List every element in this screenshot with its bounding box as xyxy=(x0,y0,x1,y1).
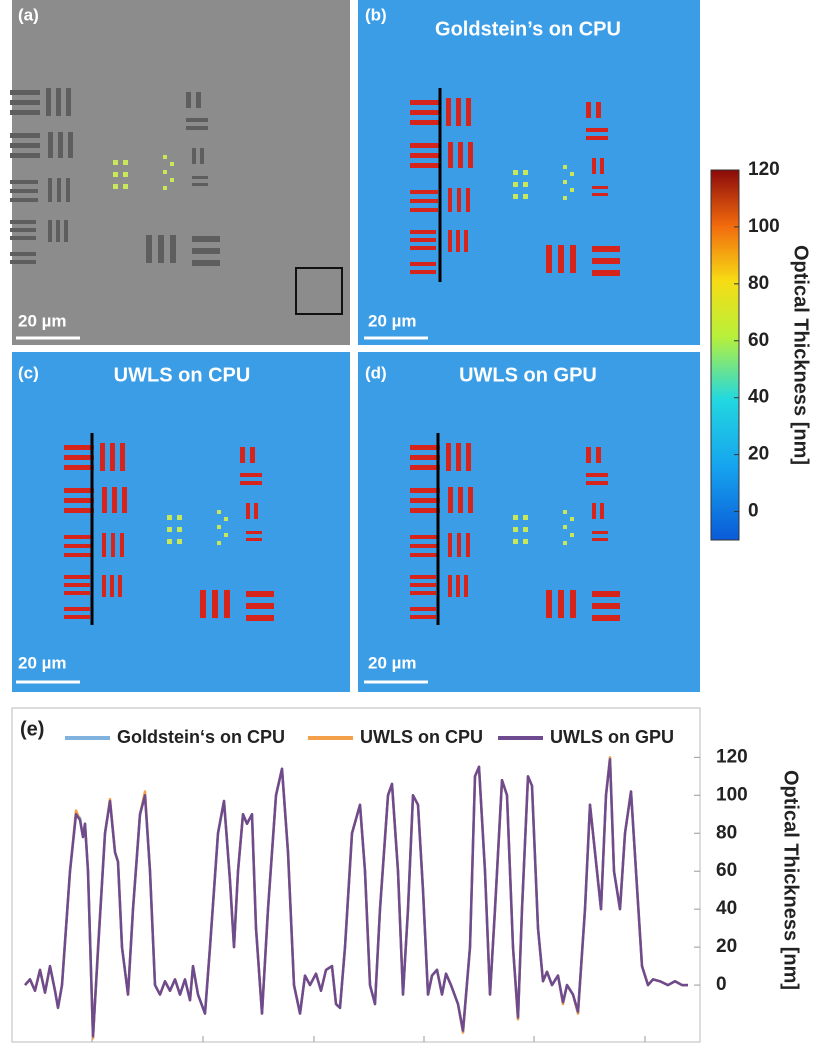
y-tick-label: 40 xyxy=(716,898,737,919)
plot-frame xyxy=(11,707,701,1043)
panel-label: (b) xyxy=(365,5,387,24)
panel-title: Goldstein’s on CPU xyxy=(435,18,621,40)
panel-a: (a) 20 µm xyxy=(10,0,350,345)
panel-label: (c) xyxy=(18,363,39,382)
colorbar xyxy=(710,169,740,541)
y-tick-label: 20 xyxy=(716,936,737,957)
panel-image xyxy=(12,352,350,692)
colorbar-tick-label: 60 xyxy=(748,330,769,351)
colorbar-tick-label: 40 xyxy=(748,387,769,408)
scale-bar-label: 20 µm xyxy=(18,311,67,330)
panel-label: (a) xyxy=(18,5,39,24)
y-axis-label: Optical Thickness [nm] xyxy=(780,770,802,990)
colorbar-tick-label: 0 xyxy=(748,501,759,522)
colorbar-tick-label: 80 xyxy=(748,273,769,294)
series-line xyxy=(24,757,688,1038)
scale-bar-label: 20 µm xyxy=(368,653,417,672)
legend-label: UWLS on CPU xyxy=(360,727,483,747)
panel-title: UWLS on CPU xyxy=(114,364,251,386)
panel-b: (b) Goldstein’s on CPU 20 µm xyxy=(358,0,700,345)
scale-bar-label: 20 µm xyxy=(368,311,417,330)
panel-d: (d) UWLS on GPU 20 µm xyxy=(358,352,700,692)
inset xyxy=(295,267,343,315)
colorbar-label: Optical Thickness [nm] xyxy=(790,245,812,465)
panel-title: UWLS on GPU xyxy=(459,364,597,386)
y-tick-label: 80 xyxy=(716,822,737,843)
panel-label: (e) xyxy=(20,718,44,740)
panel-image xyxy=(358,0,700,345)
y-tick-label: 60 xyxy=(716,860,737,881)
y-tick-label: 100 xyxy=(716,784,748,805)
y-tick-label: 120 xyxy=(716,746,748,767)
panel-c: (c) UWLS on CPU 20 µm xyxy=(12,352,350,692)
panel-image xyxy=(358,352,700,692)
series-line xyxy=(24,756,688,1040)
colorbar-tick-label: 100 xyxy=(748,216,780,237)
panel-label: (d) xyxy=(365,363,387,382)
series-line xyxy=(24,756,688,1040)
scale-bar-label: 20 µm xyxy=(18,653,67,672)
colorbar-tick-label: 120 xyxy=(748,159,780,180)
y-tick-label: 0 xyxy=(716,974,727,995)
colorbar-tick-label: 20 xyxy=(748,444,769,465)
legend-label: UWLS on GPU xyxy=(550,727,674,747)
panel-image xyxy=(12,0,350,345)
legend-label: Goldstein‘s on CPU xyxy=(117,727,285,747)
